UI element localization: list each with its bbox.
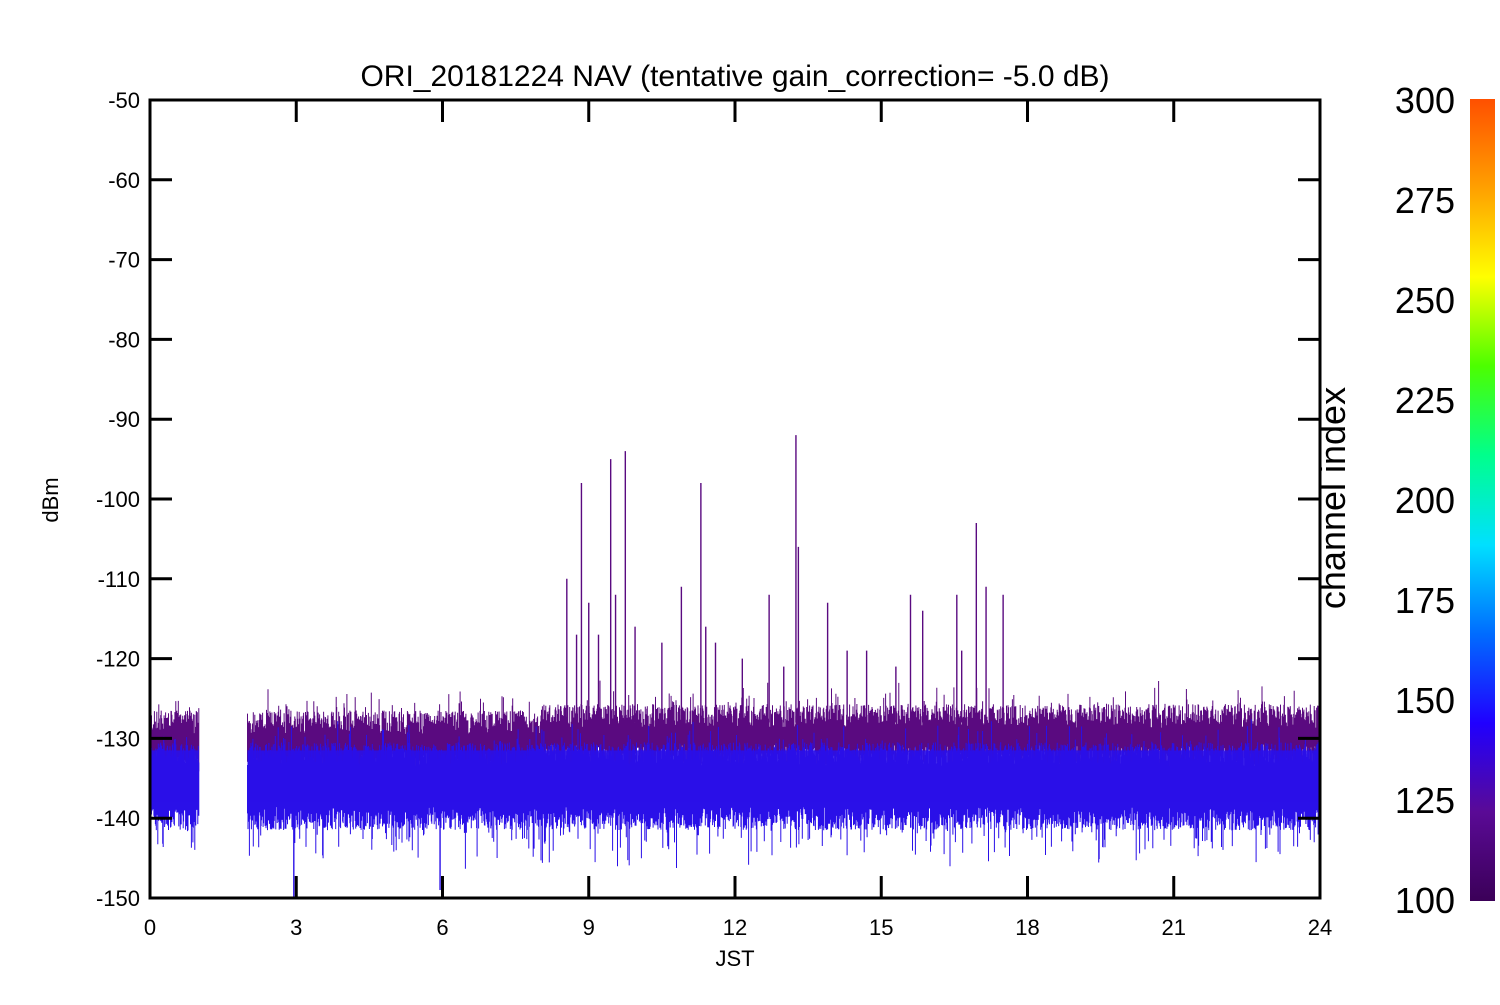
colorbar-tick-label: 125: [1395, 780, 1455, 821]
colorbar-tick-label: 200: [1395, 480, 1455, 521]
colorbar-label: channel index: [1312, 387, 1353, 609]
series-1-band-0: [151, 750, 199, 803]
series-1-band-1: [247, 750, 1320, 803]
y-tick-label: -150: [96, 886, 140, 911]
y-tick-label: -130: [96, 726, 140, 751]
y-tick-label: -80: [108, 327, 140, 352]
x-axis-label: JST: [715, 946, 754, 971]
x-tick-label: 18: [1015, 915, 1039, 940]
y-tick-label: -90: [108, 407, 140, 432]
colorbar-tick-label: 100: [1395, 880, 1455, 921]
colorbar-tick-label: 275: [1395, 180, 1455, 221]
y-tick-label: -60: [108, 168, 140, 193]
y-axis-label: dBm: [38, 477, 63, 522]
series-0: [151, 435, 1320, 811]
colorbar-gradient: [1470, 99, 1495, 901]
x-tick-label: 3: [290, 915, 302, 940]
x-tick-label: 15: [869, 915, 893, 940]
colorbar: 300 275 250 225 200 175 150 125 100: [1395, 80, 1495, 921]
series-1: [151, 719, 1320, 898]
x-tick-label: 12: [723, 915, 747, 940]
x-tick-label: 21: [1162, 915, 1186, 940]
y-tick-label: -70: [108, 248, 140, 273]
y-tick-label: -50: [108, 88, 140, 113]
x-tick-label: 6: [436, 915, 448, 940]
colorbar-tick-label: 250: [1395, 280, 1455, 321]
colorbar-tick-label: 225: [1395, 380, 1455, 421]
x-tick-label: 0: [144, 915, 156, 940]
colorbar-tick-label: 150: [1395, 680, 1455, 721]
colorbar-tick-label: 300: [1395, 80, 1455, 121]
y-tick-label: -120: [96, 647, 140, 672]
x-tick-label: 24: [1308, 915, 1332, 940]
y-tick-label: -110: [98, 567, 140, 592]
axes: 0 3 6 9 12 15 18 21 24 -50 -60 -70 -80 -90 -100 -110 -12…: [96, 88, 1332, 940]
plot-area: [151, 435, 1320, 898]
x-tick-label: 9: [583, 915, 595, 940]
y-tick-label: -140: [96, 806, 140, 831]
y-tick-label: -100: [96, 487, 140, 512]
chart-title: ORI_20181224 NAV (tentative gain_correct…: [360, 60, 1109, 93]
colorbar-tick-label: 175: [1395, 580, 1455, 621]
